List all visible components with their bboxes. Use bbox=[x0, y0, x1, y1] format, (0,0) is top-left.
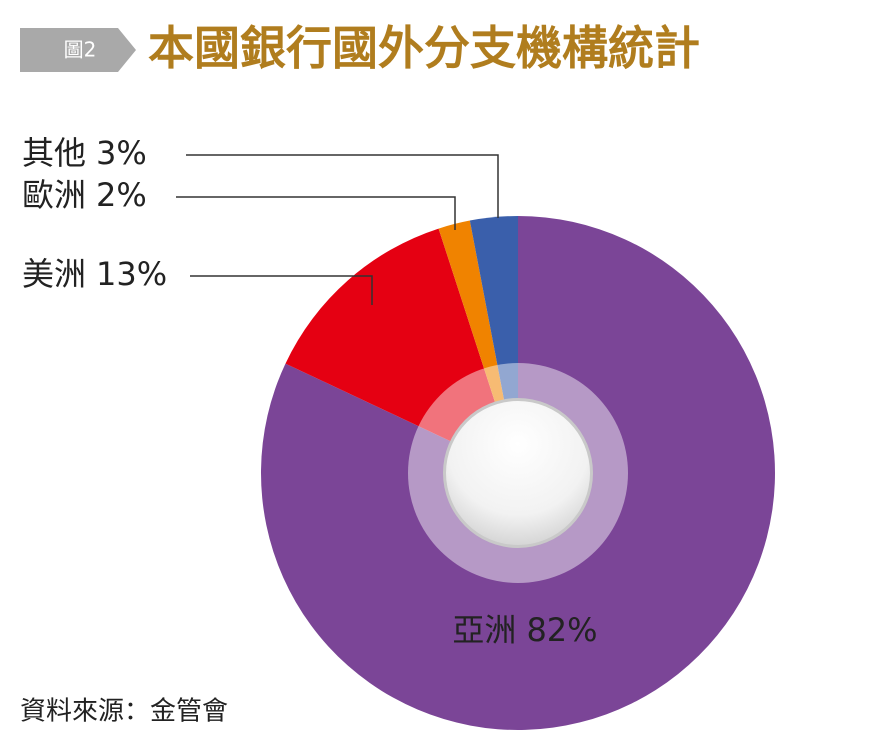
badge-shape bbox=[20, 28, 136, 72]
value-label: 82% bbox=[526, 611, 597, 649]
source: 資料來源：金管會 bbox=[20, 697, 228, 727]
badge: 圖2 bbox=[64, 38, 97, 62]
pie bbox=[261, 216, 775, 730]
data-label: 美洲 13% bbox=[22, 255, 167, 293]
category-label: 歐洲 bbox=[22, 176, 86, 214]
pie-slice bbox=[285, 228, 518, 473]
center-hole bbox=[446, 401, 590, 545]
value-label: 3% bbox=[96, 134, 147, 172]
chart-title: 本國銀行國外分支機構統計 bbox=[148, 21, 700, 75]
value-label: 2% bbox=[96, 176, 147, 214]
leader-line bbox=[190, 275, 373, 305]
leader-line bbox=[186, 154, 499, 218]
value-label: 13% bbox=[96, 255, 167, 293]
category-label: 美洲 bbox=[22, 255, 86, 293]
data-label: 亞洲 82% bbox=[452, 611, 597, 649]
category-label: 亞洲 bbox=[452, 611, 516, 649]
data-label: 歐洲 2% bbox=[22, 176, 147, 214]
category-label: 其他 bbox=[22, 134, 86, 172]
leader-line bbox=[176, 196, 456, 230]
data-label: 其他 3% bbox=[22, 134, 147, 172]
